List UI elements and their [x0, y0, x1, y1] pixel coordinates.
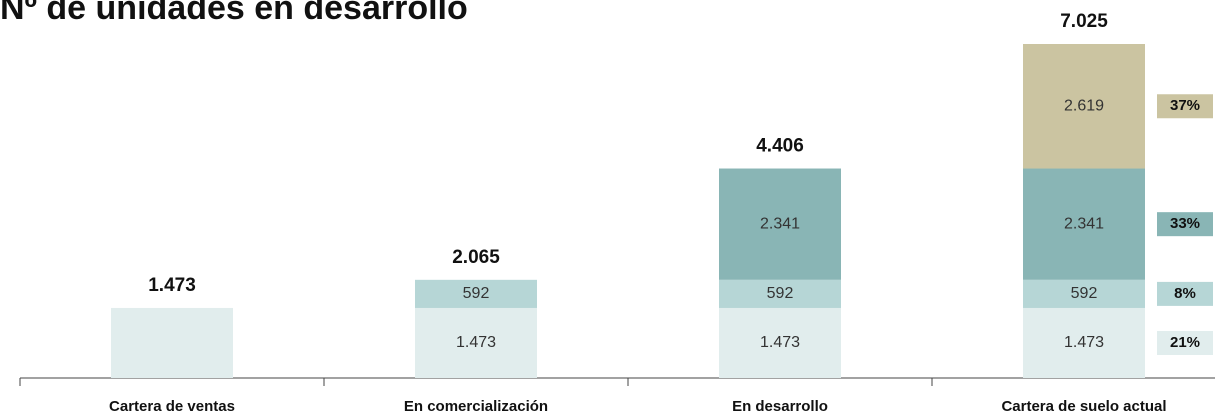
share-label: 21%: [1170, 334, 1200, 351]
share-box: [1157, 94, 1213, 119]
bar-segment: [1023, 168, 1145, 280]
bar-segment: [719, 307, 841, 378]
share-box: [1157, 281, 1213, 306]
data-label: 1.473: [1064, 334, 1104, 351]
bar-segment: [415, 279, 537, 308]
data-label: 592: [767, 285, 794, 302]
total-label: 4.406: [756, 136, 804, 157]
bar-segment: [1023, 307, 1145, 378]
bar-segment: [719, 279, 841, 308]
total-label: 1.473: [148, 275, 196, 296]
data-label: 592: [463, 285, 490, 302]
bar-segment: [719, 168, 841, 280]
data-label: 1.473: [760, 334, 800, 351]
data-label: 1.473: [456, 334, 496, 351]
data-label: 2.619: [1064, 97, 1104, 114]
bar-segment: [1023, 44, 1145, 169]
total-label: 2.065: [452, 247, 500, 268]
bar-segment: [415, 307, 537, 378]
x-tick-label: En desarrollo: [732, 398, 828, 415]
share-label: 33%: [1170, 215, 1200, 232]
share-label: 37%: [1170, 97, 1200, 114]
data-label: 592: [1071, 285, 1098, 302]
share-label: 8%: [1174, 285, 1196, 302]
chart-title: Nº de unidades en desarrollo: [0, 0, 468, 27]
data-label: 2.341: [1064, 215, 1104, 232]
share-box: [1157, 212, 1213, 237]
x-tick-label: Cartera de suelo actual: [1001, 398, 1166, 415]
x-tick-label: En comercialización: [404, 398, 548, 415]
bar-segment: [1023, 279, 1145, 308]
share-box: [1157, 330, 1213, 355]
total-label: 7.025: [1060, 11, 1108, 32]
data-label: 2.341: [760, 215, 800, 232]
bar-segment: [111, 307, 233, 378]
x-tick-label: Cartera de ventas: [109, 398, 235, 415]
